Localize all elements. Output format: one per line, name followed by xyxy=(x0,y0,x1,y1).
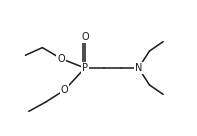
Text: P: P xyxy=(82,63,88,73)
Text: O: O xyxy=(57,54,65,64)
Text: O: O xyxy=(81,32,89,42)
Text: O: O xyxy=(61,85,68,95)
Text: N: N xyxy=(135,63,142,73)
